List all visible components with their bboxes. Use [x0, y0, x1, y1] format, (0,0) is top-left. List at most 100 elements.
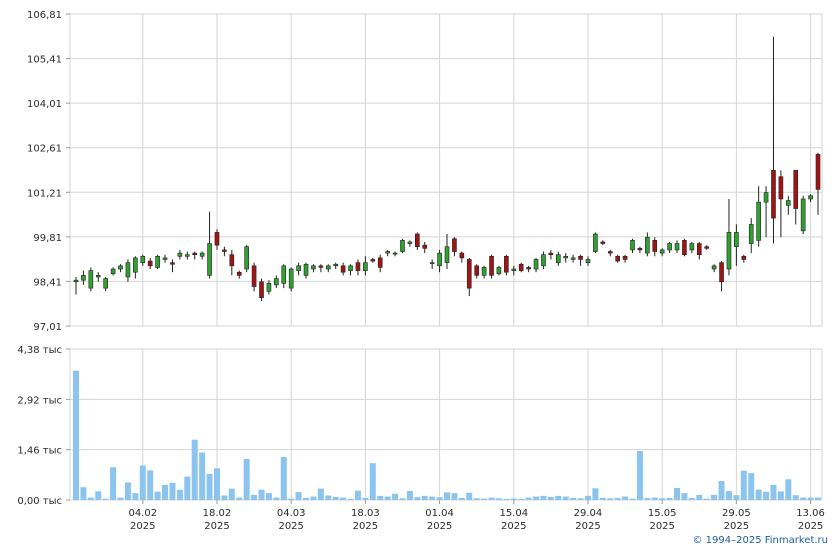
date-tick-label: 04.03 [277, 508, 306, 519]
volume-bar [466, 492, 473, 500]
volume-bar [555, 495, 562, 500]
candle [288, 267, 294, 292]
volume-bar [807, 497, 814, 500]
price-tick-label: 102,61 [27, 144, 62, 155]
volume-bar [228, 488, 235, 500]
candle-body [110, 268, 116, 275]
volume-bar [406, 491, 413, 500]
volume-bar [369, 463, 376, 500]
volume-bar [748, 473, 755, 500]
candle-body [800, 198, 806, 232]
volume-bar [488, 497, 495, 500]
candle-body [274, 278, 279, 286]
candle [555, 251, 561, 266]
value-axis-labels: 106,81 105,41 104,01 102,61 101,21 99,81 98,41… [17, 10, 62, 507]
date-tick-label: 15.05 [648, 508, 677, 519]
candle [355, 259, 361, 276]
candle-body [88, 270, 94, 289]
volume-bar [251, 494, 258, 500]
volume-bar [273, 497, 280, 500]
candle-body [207, 243, 212, 276]
candle [786, 195, 791, 215]
volume-bar [303, 497, 310, 500]
candle [659, 248, 665, 257]
candle-body [348, 265, 353, 271]
candle [325, 264, 331, 273]
candle-body [771, 170, 776, 219]
candle [696, 241, 702, 260]
date-tick-label: 15.04 [499, 508, 528, 519]
candle [407, 240, 413, 247]
volume-bar [325, 495, 332, 500]
candle-body [726, 232, 732, 270]
volume-bar [481, 498, 488, 500]
candle [125, 259, 131, 282]
candle [452, 237, 457, 257]
volume-bar [154, 491, 161, 500]
candle [400, 238, 405, 254]
volume-bar [458, 497, 465, 500]
volume-bar [102, 498, 109, 500]
candle-body [682, 240, 687, 255]
candle [110, 267, 116, 276]
candle-body [734, 232, 739, 248]
candle [377, 254, 383, 273]
volume-bar [399, 498, 406, 500]
candle [192, 251, 198, 260]
volume-tick-label: 2,92 тыс [17, 395, 62, 406]
volume-bar [392, 493, 399, 500]
candle-body [452, 238, 457, 252]
candle-body [192, 252, 198, 255]
candle [162, 254, 168, 263]
candle [763, 186, 769, 238]
candle-body [437, 252, 442, 267]
candle [385, 249, 390, 257]
volume-bar [777, 491, 784, 500]
candle [266, 280, 272, 295]
candle-body [325, 265, 331, 270]
candle [444, 233, 450, 270]
candle-body [340, 265, 346, 273]
candle-body [133, 257, 138, 273]
candle-body [763, 192, 769, 203]
candle-body [518, 263, 524, 271]
candle-body [607, 251, 613, 254]
candle-body [496, 267, 502, 275]
volume-bar [191, 439, 198, 500]
price-candles [73, 36, 821, 301]
candle [578, 254, 583, 266]
candle [118, 264, 123, 273]
volume-bar [362, 497, 369, 500]
volume-grid [66, 348, 823, 504]
candle [533, 257, 539, 273]
candle [793, 170, 799, 225]
candle-body [118, 265, 123, 270]
candle [429, 259, 435, 270]
candle-body [170, 262, 175, 265]
candle-body [251, 265, 257, 287]
volume-bar [570, 497, 577, 500]
candle [645, 232, 650, 257]
candle-body [81, 275, 86, 281]
candle-body [793, 170, 799, 209]
candle [652, 237, 658, 257]
candle [370, 257, 376, 263]
volume-bar [674, 487, 681, 500]
candle [459, 251, 465, 263]
candle-body [199, 252, 205, 257]
volume-bar [718, 481, 725, 500]
candle-body [459, 252, 465, 259]
candle [466, 257, 472, 297]
volume-bar [199, 452, 206, 500]
candle [333, 262, 339, 270]
candle-body [563, 255, 569, 259]
candle-body [281, 265, 287, 284]
volume-bar [132, 493, 139, 500]
volume-bar [681, 493, 688, 500]
candle-body [704, 246, 710, 249]
candle-body [229, 254, 235, 267]
volume-bar [725, 491, 732, 500]
candle-body [622, 255, 628, 260]
volume-panel-frame [69, 348, 823, 501]
candle-body [555, 254, 561, 263]
